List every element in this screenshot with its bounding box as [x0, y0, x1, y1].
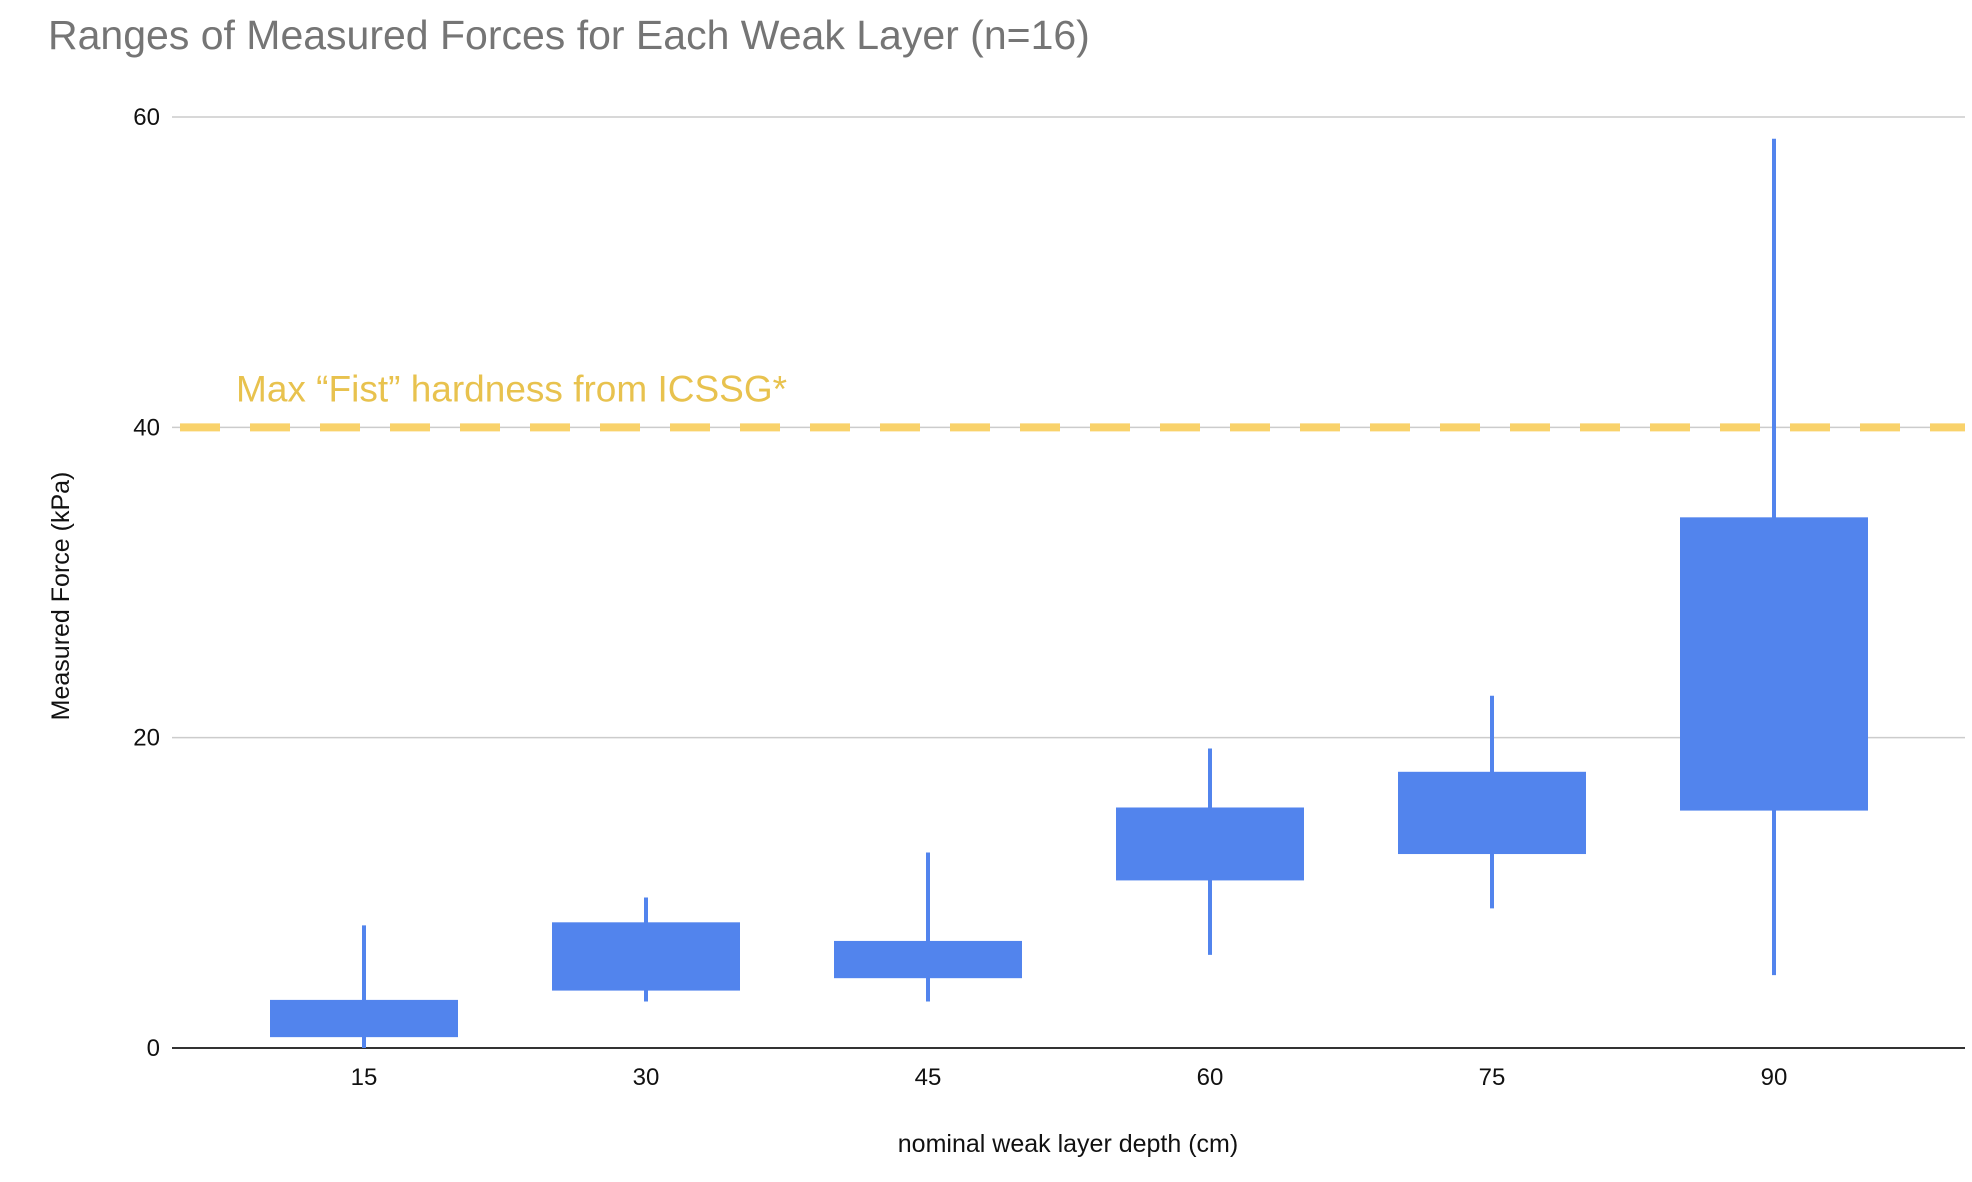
candle-body — [552, 922, 740, 991]
x-tick-label: 45 — [915, 1064, 942, 1091]
y-axis-title: Measured Force (kPa) — [47, 472, 75, 721]
y-tick-label: 0 — [147, 1035, 160, 1062]
x-axis-title: nominal weak layer depth (cm) — [898, 1130, 1238, 1158]
chart-title: Ranges of Measured Forces for Each Weak … — [48, 12, 1090, 58]
y-tick-label: 40 — [133, 414, 160, 441]
x-tick-label: 60 — [1197, 1064, 1224, 1091]
y-tick-label: 60 — [133, 104, 160, 131]
candle-body — [834, 940, 1022, 979]
candle-body — [1116, 807, 1304, 881]
x-tick-label: 15 — [351, 1064, 378, 1091]
x-tick-label: 30 — [633, 1064, 660, 1091]
candle-body — [270, 999, 458, 1038]
candle-body — [1680, 517, 1868, 811]
reference-line-label: Max “Fist” hardness from ICSSG* — [236, 368, 787, 409]
y-tick-label: 20 — [133, 725, 160, 752]
candle-body — [1398, 771, 1586, 855]
x-tick-label: 75 — [1479, 1064, 1506, 1091]
x-tick-label: 90 — [1761, 1064, 1788, 1091]
